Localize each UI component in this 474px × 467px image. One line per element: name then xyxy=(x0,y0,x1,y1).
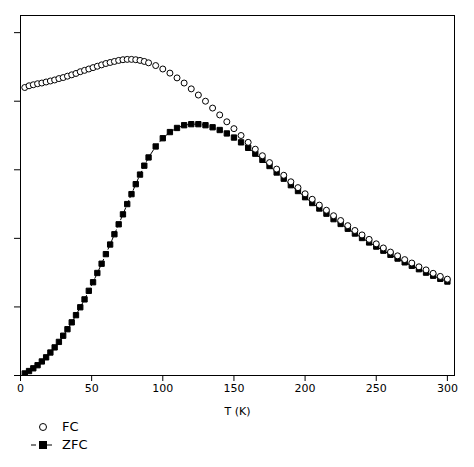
svg-text:50: 50 xyxy=(85,382,99,395)
svg-text:100: 100 xyxy=(152,382,173,395)
svg-text:200: 200 xyxy=(295,382,316,395)
svg-text:250: 250 xyxy=(366,382,387,395)
svg-text:0: 0 xyxy=(17,382,24,395)
svg-text:150: 150 xyxy=(223,382,244,395)
html-text:FC: FC xyxy=(62,419,79,434)
svg-text:T (K): T (K) xyxy=(223,405,250,418)
svg-text:300: 300 xyxy=(437,382,458,395)
html-text:ZFC: ZFC xyxy=(62,437,88,452)
